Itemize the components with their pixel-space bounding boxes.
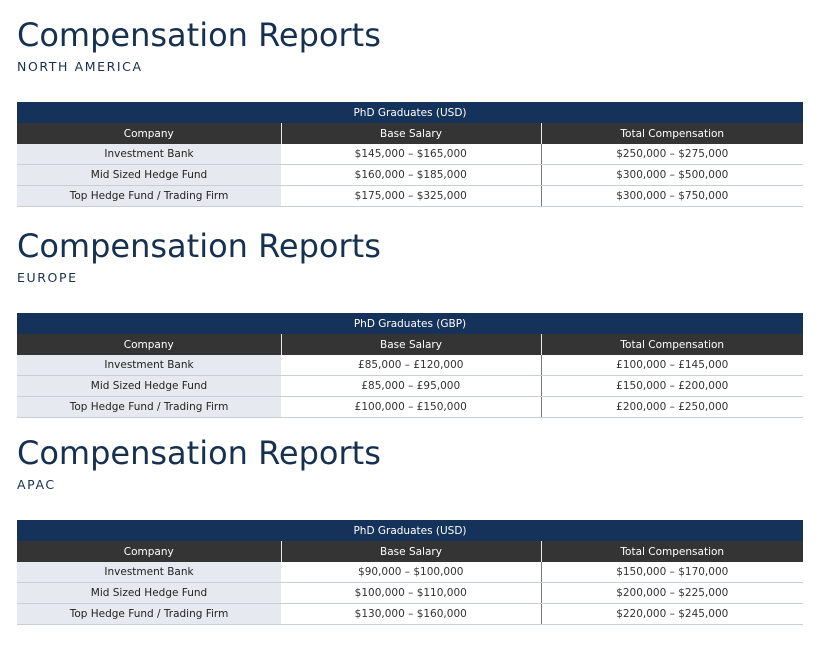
column-header-base-salary: Base Salary [280, 123, 541, 144]
column-header-company: Company [17, 541, 281, 562]
base-salary-cell: $145,000 – $165,000 [281, 144, 541, 165]
total-compensation-cell: £100,000 – £145,000 [540, 355, 803, 376]
table-header-row: Company Base Salary Total Compensation [17, 334, 803, 355]
company-cell: Mid Sized Hedge Fund [17, 164, 281, 186]
total-compensation-cell: £200,000 – £250,000 [540, 396, 803, 418]
table-row: Investment Bank $145,000 – $165,000 $250… [17, 144, 804, 165]
column-header-company: Company [17, 123, 281, 144]
region-label: NORTH AMERICA [17, 59, 143, 74]
compensation-table: PhD Graduates (USD) Company Base Salary … [17, 102, 804, 207]
company-cell: Investment Bank [17, 355, 281, 376]
total-compensation-cell: $220,000 – $245,000 [540, 603, 804, 625]
compensation-table: PhD Graduates (USD) Company Base Salary … [17, 520, 804, 625]
base-salary-cell: $100,000 – $110,000 [281, 582, 541, 604]
total-compensation-cell: $250,000 – $275,000 [540, 144, 804, 165]
table-header-row: Company Base Salary Total Compensation [17, 123, 804, 144]
base-salary-cell: £100,000 – £150,000 [281, 396, 541, 418]
table-caption: PhD Graduates (USD) [17, 102, 804, 123]
column-header-base-salary: Base Salary [280, 541, 541, 562]
total-compensation-cell: $200,000 – $225,000 [540, 582, 804, 604]
company-cell: Top Hedge Fund / Trading Firm [17, 396, 281, 418]
column-header-total-compensation: Total Compensation [540, 123, 804, 144]
base-salary-cell: $130,000 – $160,000 [281, 603, 541, 625]
column-header-company: Company [17, 334, 281, 355]
company-cell: Mid Sized Hedge Fund [17, 375, 281, 397]
table-row: Top Hedge Fund / Trading Firm $175,000 –… [17, 185, 804, 207]
section-title: Compensation Reports [17, 227, 381, 265]
total-compensation-cell: $300,000 – $750,000 [540, 185, 804, 207]
table-row: Top Hedge Fund / Trading Firm £100,000 –… [17, 396, 803, 418]
table-caption: PhD Graduates (GBP) [17, 313, 803, 334]
table-row: Top Hedge Fund / Trading Firm $130,000 –… [17, 603, 804, 625]
company-cell: Investment Bank [17, 562, 281, 583]
total-compensation-cell: $300,000 – $500,000 [540, 164, 804, 186]
company-cell: Top Hedge Fund / Trading Firm [17, 603, 281, 625]
base-salary-cell: £85,000 – £95,000 [281, 375, 541, 397]
table-caption-row: PhD Graduates (USD) [17, 102, 804, 123]
company-cell: Top Hedge Fund / Trading Firm [17, 185, 281, 207]
table-caption-row: PhD Graduates (GBP) [17, 313, 803, 334]
table-row: Investment Bank £85,000 – £120,000 £100,… [17, 355, 803, 376]
table-caption-row: PhD Graduates (USD) [17, 520, 804, 541]
section-title: Compensation Reports [17, 434, 381, 472]
total-compensation-cell: £150,000 – £200,000 [540, 375, 803, 397]
table-caption: PhD Graduates (USD) [17, 520, 804, 541]
table-row: Mid Sized Hedge Fund $100,000 – $110,000… [17, 582, 804, 604]
table-row: Investment Bank $90,000 – $100,000 $150,… [17, 562, 804, 583]
base-salary-cell: $160,000 – $185,000 [281, 164, 541, 186]
table-row: Mid Sized Hedge Fund £85,000 – £95,000 £… [17, 375, 803, 397]
table-header-row: Company Base Salary Total Compensation [17, 541, 804, 562]
region-label: APAC [17, 477, 56, 492]
column-header-total-compensation: Total Compensation [540, 541, 804, 562]
column-header-total-compensation: Total Compensation [540, 334, 803, 355]
compensation-table: PhD Graduates (GBP) Company Base Salary … [17, 313, 803, 418]
column-header-base-salary: Base Salary [280, 334, 541, 355]
total-compensation-cell: $150,000 – $170,000 [540, 562, 804, 583]
base-salary-cell: $175,000 – $325,000 [281, 185, 541, 207]
company-cell: Investment Bank [17, 144, 281, 165]
company-cell: Mid Sized Hedge Fund [17, 582, 281, 604]
base-salary-cell: $90,000 – $100,000 [281, 562, 541, 583]
base-salary-cell: £85,000 – £120,000 [281, 355, 541, 376]
table-row: Mid Sized Hedge Fund $160,000 – $185,000… [17, 164, 804, 186]
section-title: Compensation Reports [17, 16, 381, 54]
region-label: EUROPE [17, 270, 78, 285]
